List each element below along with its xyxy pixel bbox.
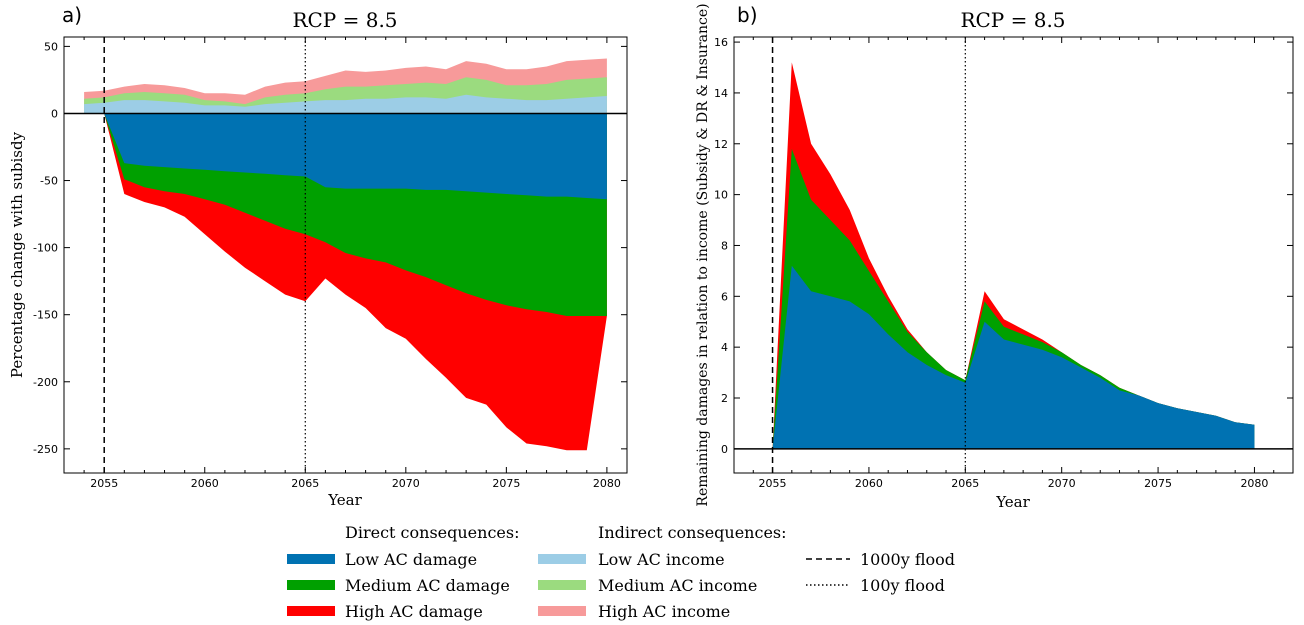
x-tick-label: 2065 [291, 477, 319, 490]
panel-b-areas [772, 62, 1255, 449]
area-low-income [84, 94, 607, 114]
y-tick-label: 6 [721, 290, 728, 303]
x-tick-label: 2070 [1048, 477, 1076, 490]
legend: Direct consequences: Indirect consequenc… [287, 523, 955, 621]
legend-swatch-low-damage [287, 554, 335, 564]
y-tick-label: 2 [721, 392, 728, 405]
panel-a: 2055 2060 2065 2070 2075 2080 50 0 -50 -100 -150 -2… [8, 3, 628, 509]
x-tick-label: 2075 [492, 477, 520, 490]
y-tick-label: -100 [33, 242, 58, 255]
panel-a-areas [84, 58, 607, 451]
y-tick-label: 14 [714, 87, 728, 100]
panel-b-ylabel: Remaining damages in relation to income … [695, 3, 711, 506]
y-tick-label: -150 [33, 309, 58, 322]
y-tick-label: -200 [33, 376, 58, 389]
y-tick-label: -50 [40, 175, 58, 188]
panel-b-letter: b) [737, 3, 758, 27]
x-tick-label: 2080 [1240, 477, 1268, 490]
x-tick-label: 2080 [593, 477, 621, 490]
y-tick-label: 12 [714, 138, 728, 151]
area-low-damage [104, 113, 607, 200]
y-tick-label: 8 [721, 239, 728, 252]
panel-a-xlabel: Year [327, 491, 362, 509]
y-tick-label: 0 [721, 443, 728, 456]
x-tick-label: 2075 [1144, 477, 1172, 490]
area-low-damage [772, 265, 1255, 449]
x-tick-label: 2055 [759, 477, 787, 490]
legend-label-low-damage: Low AC damage [345, 550, 477, 569]
x-tick-label: 2060 [855, 477, 883, 490]
panel-b-title: RCP = 8.5 [960, 8, 1065, 32]
panel-a-title: RCP = 8.5 [292, 8, 397, 32]
y-tick-label: 10 [714, 189, 728, 202]
panel-b: 2055 2060 2065 2070 2075 2080 16 14 12 10 8 6 4 2 0 b)… [695, 3, 1294, 511]
legend-label-100y-flood: 100y flood [860, 576, 945, 595]
panel-b-xlabel: Year [995, 493, 1030, 511]
panel-b-plot-frame [733, 36, 1294, 474]
y-tick-label: -250 [33, 443, 58, 456]
legend-swatch-medium-damage [287, 580, 335, 590]
legend-label-medium-damage: Medium AC damage [345, 576, 510, 595]
x-tick-label: 2070 [392, 477, 420, 490]
y-tick-label: 0 [51, 107, 58, 120]
legend-label-high-damage: High AC damage [345, 602, 483, 621]
panel-a-letter: a) [62, 3, 82, 27]
legend-label-medium-income: Medium AC income [598, 576, 757, 595]
y-tick-label: 50 [44, 40, 58, 53]
panel-b-overlay [734, 37, 1293, 473]
legend-label-high-income: High AC income [598, 602, 730, 621]
legend-swatch-high-income [538, 606, 586, 616]
panel-a-ylabel: Percentage change with subisdy [8, 131, 26, 378]
legend-label-1000y-flood: 1000y flood [860, 550, 955, 569]
panel-a-plot-frame [63, 36, 628, 474]
legend-direct-header: Direct consequences: [345, 523, 519, 542]
panel-a-overlay [64, 37, 627, 473]
y-tick-label: 4 [721, 341, 728, 354]
x-tick-label: 2060 [191, 477, 219, 490]
legend-indirect-header: Indirect consequences: [598, 523, 787, 542]
x-tick-label: 2055 [90, 477, 118, 490]
y-tick-label: 16 [714, 36, 728, 49]
legend-label-low-income: Low AC income [598, 550, 725, 569]
x-tick-label: 2065 [951, 477, 979, 490]
legend-swatch-medium-income [538, 580, 586, 590]
panel-a-ticks: 2055 2060 2065 2070 2075 2080 50 0 -50 -100 -150 -2… [33, 37, 628, 490]
legend-swatch-low-income [538, 554, 586, 564]
legend-swatch-high-damage [287, 606, 335, 616]
